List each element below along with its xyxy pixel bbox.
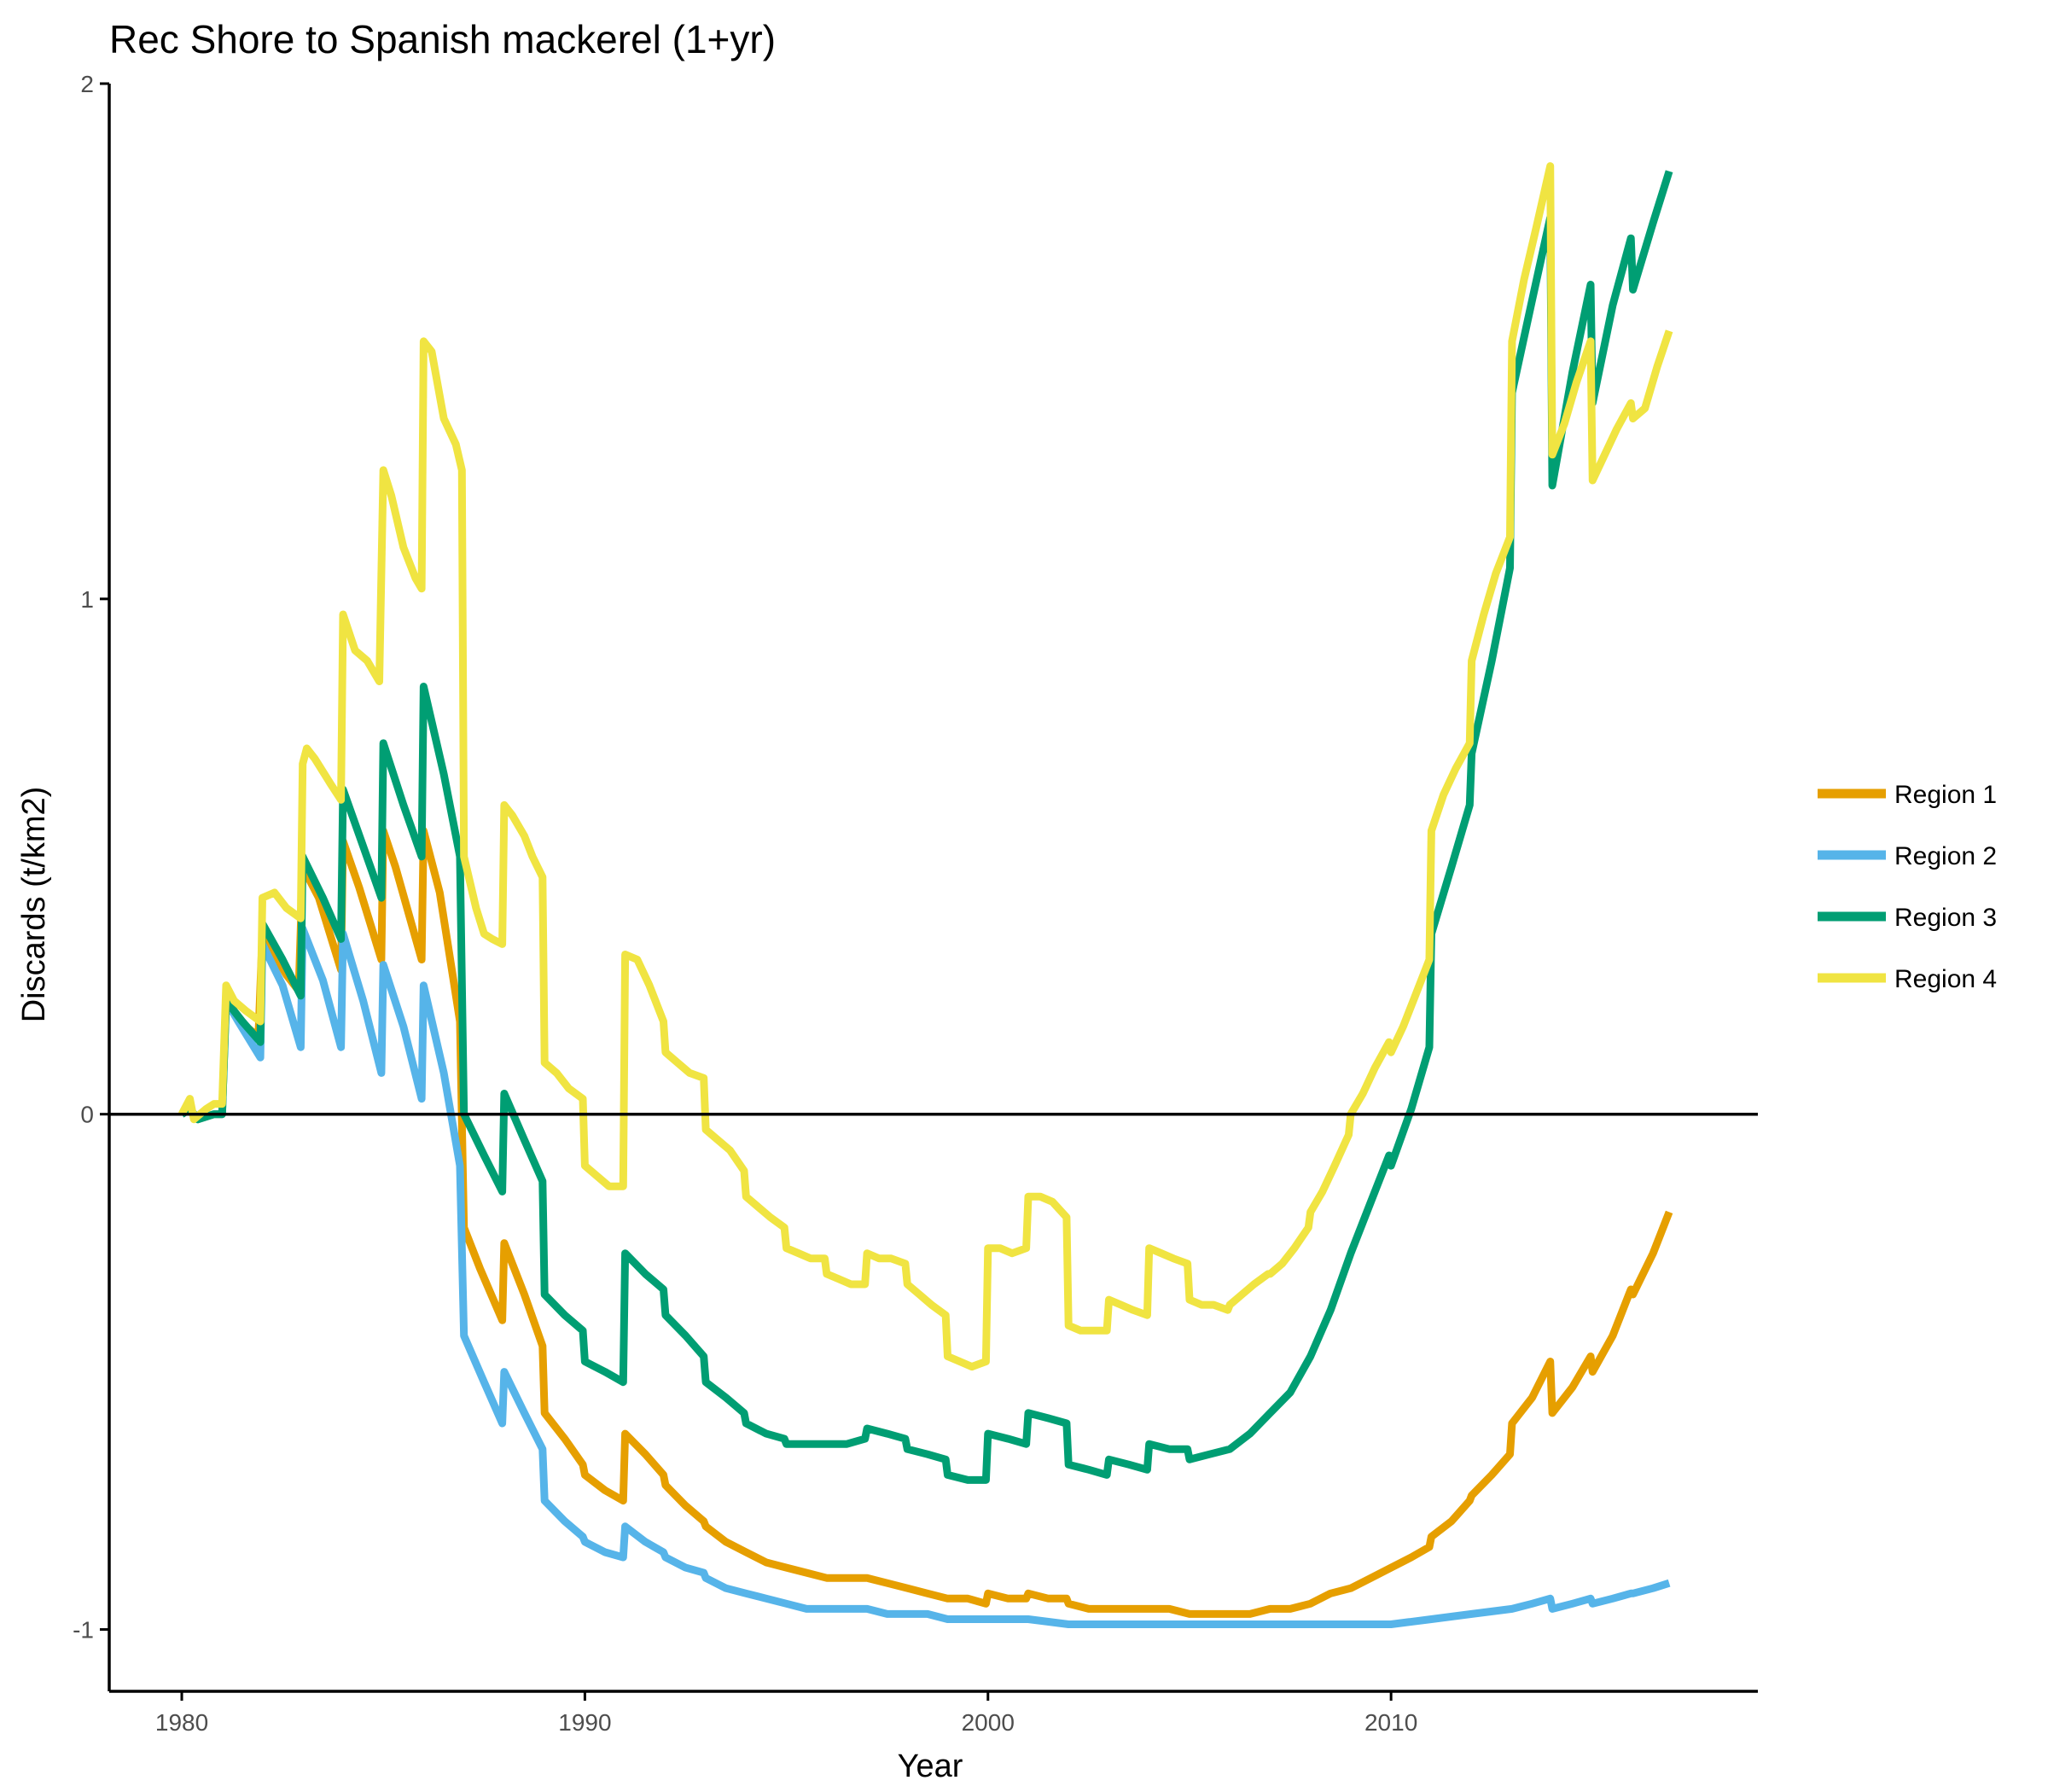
legend-label-region-1: Region 1	[1894, 781, 1997, 809]
series-line-region-3	[179, 170, 1673, 1484]
series-line-region-4	[178, 162, 1673, 1371]
chart-title: Rec Shore to Spanish mackerel (1+yr)	[109, 17, 776, 61]
x-tick-label: 2000	[962, 1709, 1015, 1736]
x-axis-ticks: 1980 1990 2000 2010	[155, 1691, 1417, 1736]
y-axis-title: Discards (t/km2)	[16, 787, 52, 1023]
y-tick-label: 0	[80, 1102, 94, 1128]
legend-label-region-4: Region 4	[1894, 965, 1997, 993]
y-axis-ticks: -1 0 1 2	[73, 71, 109, 1644]
legend: Region 1 Region 2 Region 3 Region 4	[1818, 781, 1997, 993]
x-tick-label: 1990	[558, 1709, 611, 1736]
series-line-region-1	[179, 827, 1673, 1618]
x-axis-title: Year	[898, 1748, 963, 1784]
legend-label-region-2: Region 2	[1894, 842, 1997, 870]
series-line-region-2	[179, 924, 1671, 1628]
x-tick-label: 2010	[1364, 1709, 1417, 1736]
legend-label-region-3: Region 3	[1894, 904, 1997, 932]
series-lines	[178, 162, 1673, 1628]
y-tick-label: 2	[80, 71, 94, 97]
y-tick-label: -1	[73, 1617, 94, 1644]
y-tick-label: 1	[80, 586, 94, 613]
x-tick-label: 1980	[155, 1709, 208, 1736]
